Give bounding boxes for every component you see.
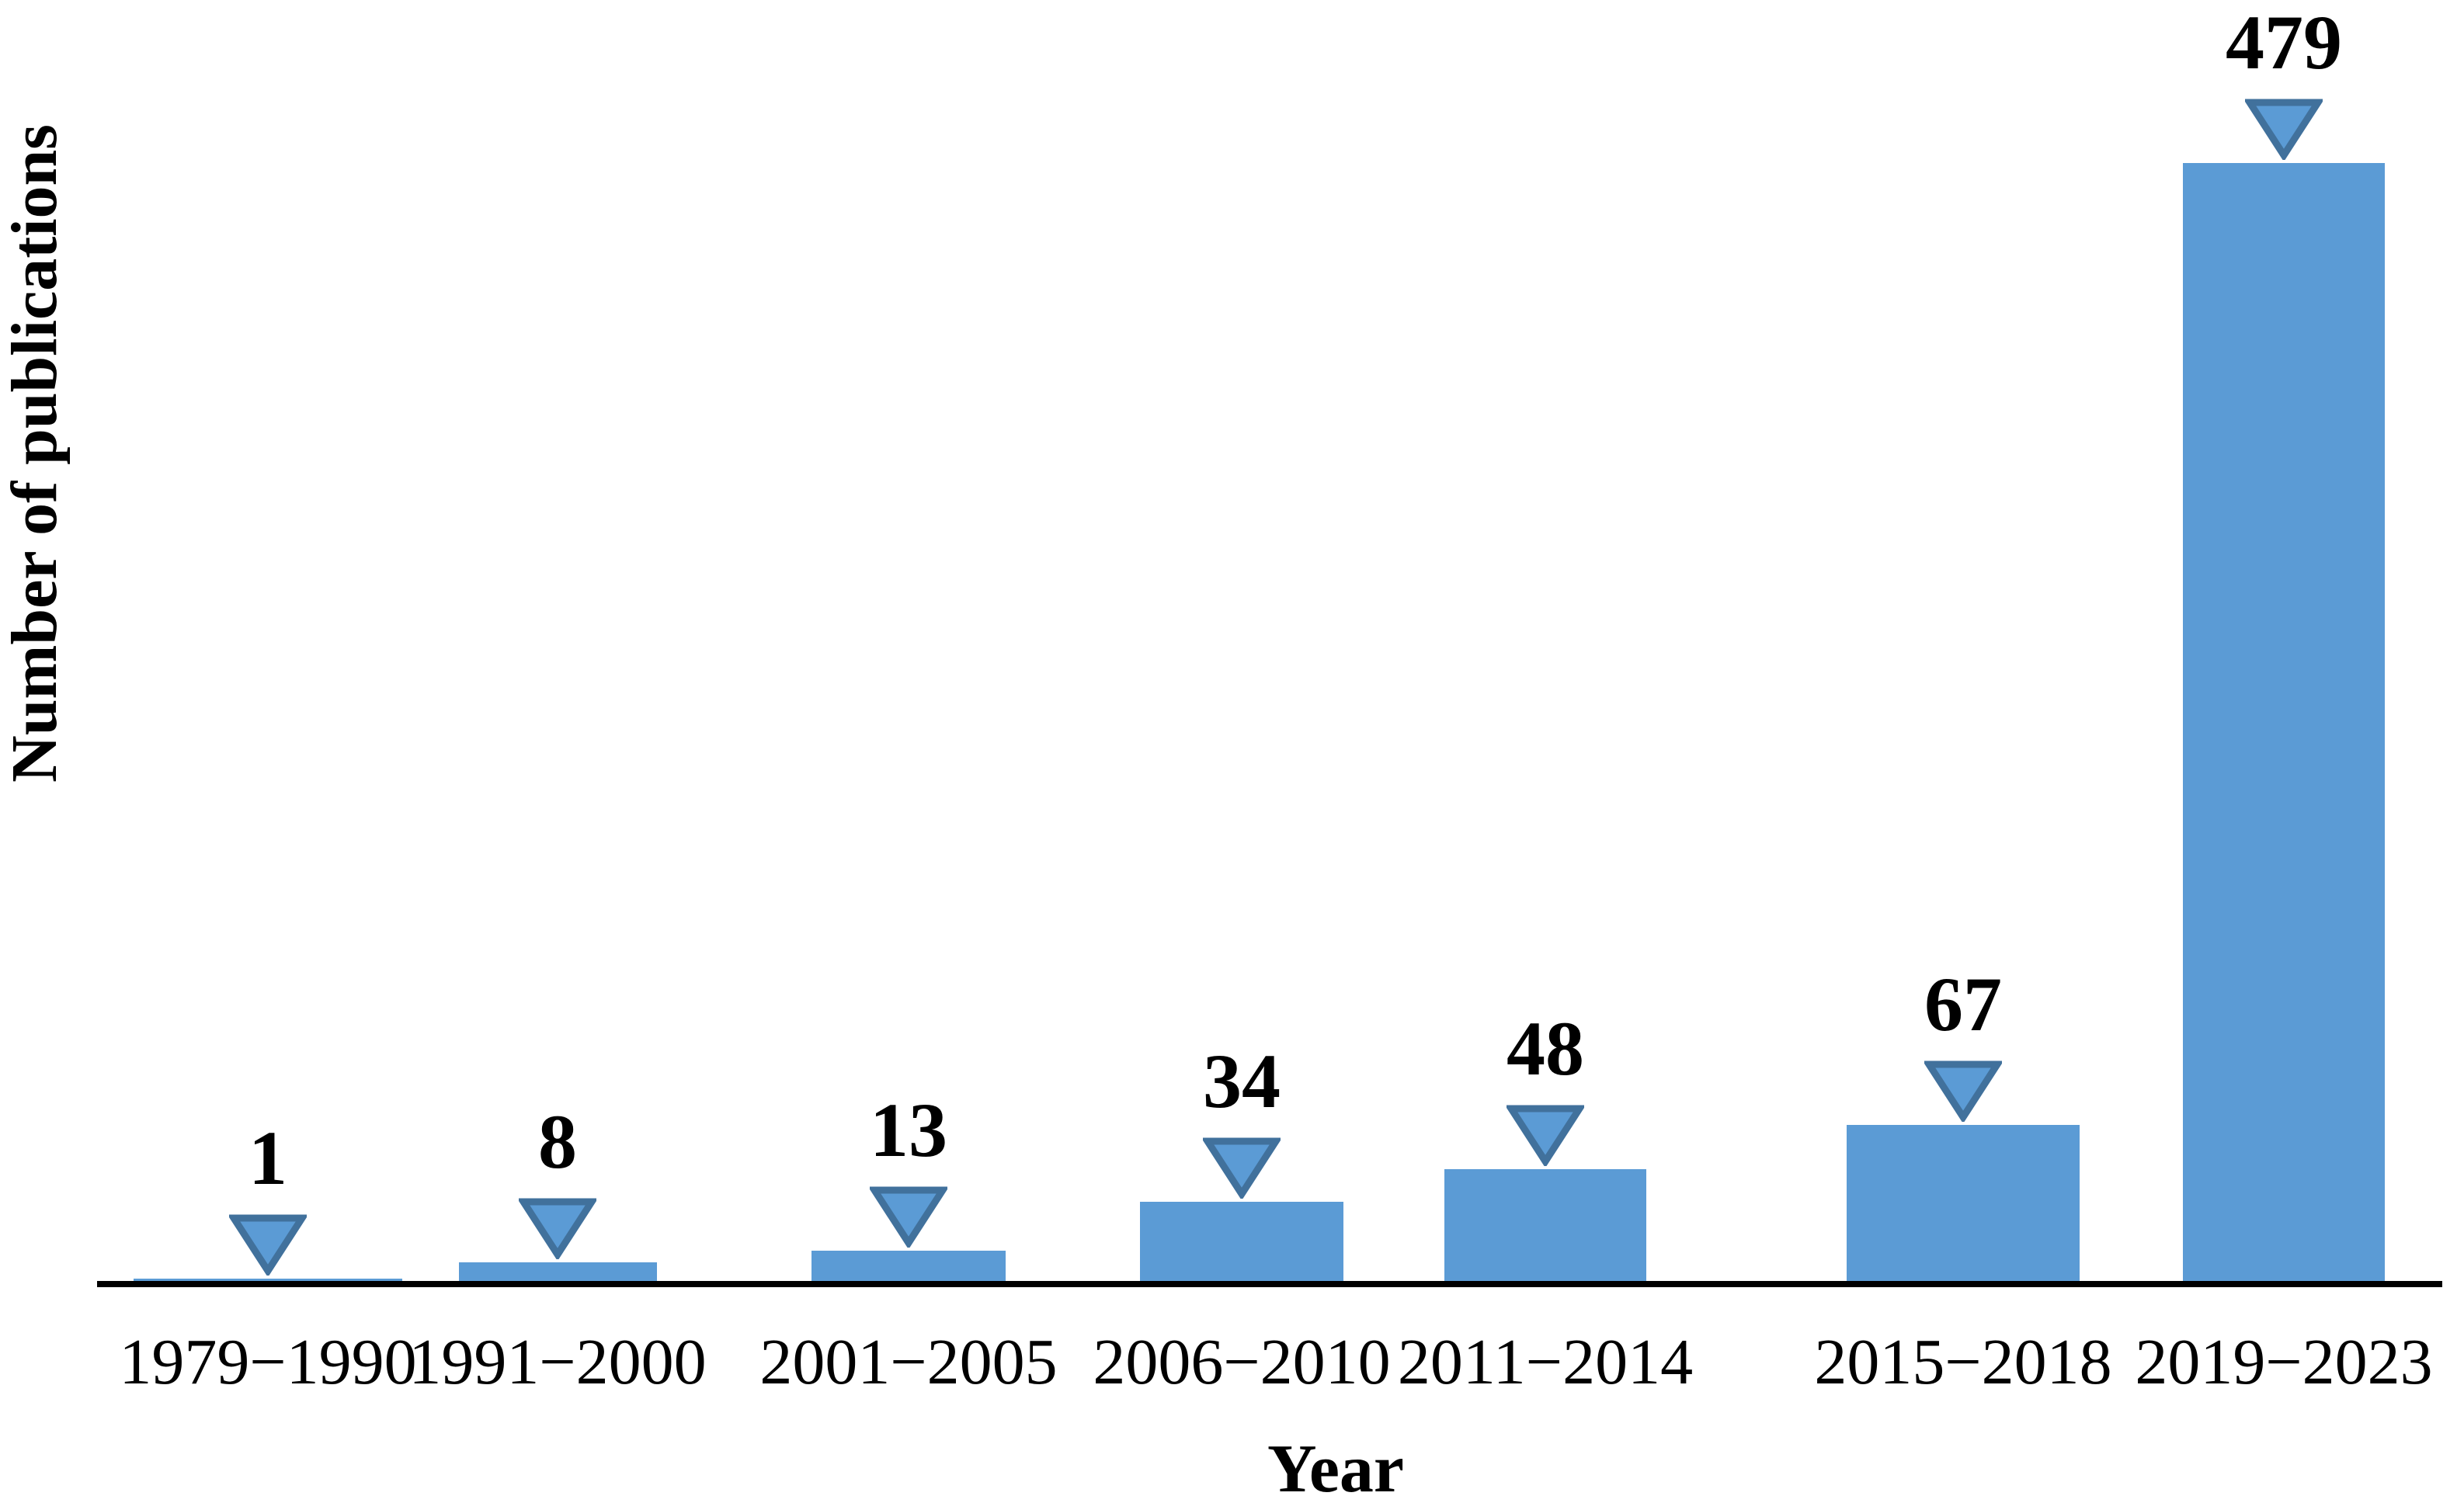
x-axis-line <box>97 1281 2442 1287</box>
bar <box>2183 163 2385 1281</box>
x-tick-label: 1979−1990 <box>119 1326 417 1398</box>
x-tick-label: 2001−2005 <box>759 1326 1058 1398</box>
y-axis-title: Number of publications <box>0 124 71 783</box>
triangle-down-marker-icon <box>519 1198 596 1259</box>
bar <box>1140 1202 1343 1281</box>
triangle-down-marker-icon <box>2245 99 2323 160</box>
bar <box>1444 1169 1646 1281</box>
triangle-down-marker-icon <box>229 1214 307 1276</box>
x-tick-label: 2019−2023 <box>2135 1326 2433 1398</box>
triangle-down-marker-icon <box>1507 1105 1584 1166</box>
bar <box>811 1251 1006 1281</box>
bar-value-label: 34 <box>1203 1038 1281 1124</box>
triangle-down-marker-icon <box>870 1186 947 1248</box>
bar-value-label: 8 <box>538 1099 577 1185</box>
x-tick-label: 2015−2018 <box>1814 1326 2112 1398</box>
x-tick-label: 2011−2014 <box>1397 1326 1694 1398</box>
triangle-down-marker-icon <box>1924 1060 2002 1122</box>
bar-value-label: 13 <box>870 1087 947 1173</box>
x-axis-title: Year <box>1267 1432 1404 1503</box>
bar-value-label: 1 <box>248 1115 287 1201</box>
x-tick-label: 1991−2000 <box>408 1326 707 1398</box>
triangle-down-marker-icon <box>1203 1137 1281 1199</box>
bar-value-label: 479 <box>2226 0 2342 85</box>
bar <box>134 1279 402 1281</box>
x-tick-label: 2006−2010 <box>1093 1326 1391 1398</box>
bar-value-label: 48 <box>1507 1005 1584 1092</box>
bar <box>1847 1125 2080 1281</box>
bar <box>459 1262 657 1281</box>
bar-value-label: 67 <box>1924 961 2002 1047</box>
